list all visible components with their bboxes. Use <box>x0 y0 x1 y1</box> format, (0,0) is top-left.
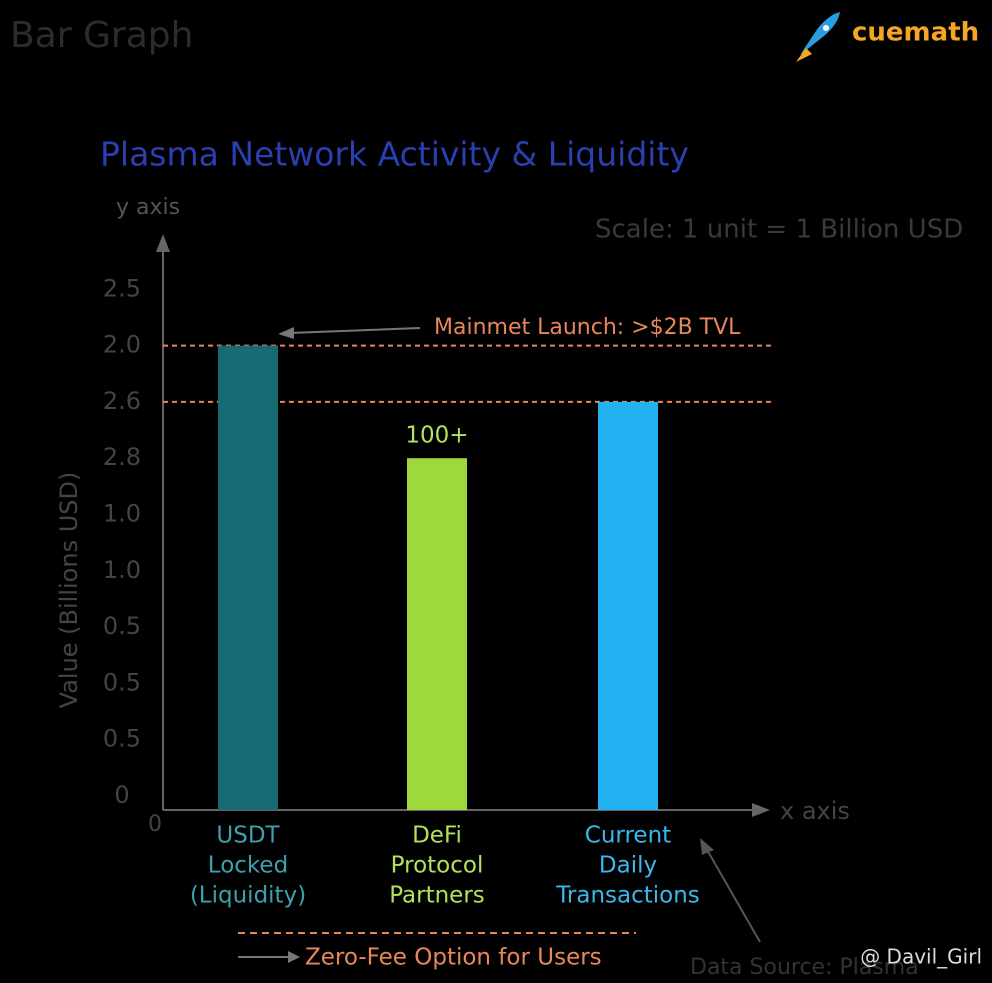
y-tick-label: 0 <box>114 781 129 809</box>
bar <box>407 458 467 810</box>
y-tick-label: 0.5 <box>103 725 141 753</box>
header: Bar Graph <box>10 15 193 56</box>
x-tick-label: (Liquidity) <box>190 883 306 909</box>
y-tick-label: 1.0 <box>103 556 141 584</box>
brand: cuemath <box>852 18 979 48</box>
footer-arrowhead <box>288 951 300 963</box>
x-tick-label: Transactions <box>555 883 700 909</box>
x-tick-label: Protocol <box>391 853 484 879</box>
y-axis-name: y axis <box>116 195 180 220</box>
y-arrow <box>156 234 170 252</box>
scale-note: Scale: 1 unit = 1 Billion USD <box>595 215 963 245</box>
source-arrow <box>705 847 761 943</box>
reference-arrow <box>289 327 421 334</box>
x-tick-label: Partners <box>389 883 485 909</box>
x-tick-label: Locked <box>208 853 288 879</box>
y-tick-label: 2.5 <box>103 274 141 302</box>
origin-label: 0 <box>148 812 162 837</box>
y-tick-label: 0.5 <box>103 668 141 696</box>
y-tick-label: 2.6 <box>103 387 141 415</box>
bar <box>598 401 658 810</box>
brand-logo <box>796 12 840 62</box>
source-arrowhead <box>700 838 714 855</box>
watermark: @ Davil_Girl <box>860 945 982 969</box>
x-arrow <box>752 803 770 817</box>
bar <box>218 345 278 810</box>
reference-arrowhead <box>278 327 294 339</box>
y-tick-label: 1.0 <box>103 500 141 528</box>
y-tick-label: 0.5 <box>103 612 141 640</box>
x-tick-label: Daily <box>599 853 657 879</box>
footer-note: Zero-Fee Option for Users <box>305 945 602 971</box>
x-axis-name: x axis <box>780 797 850 825</box>
chart-title: Plasma Network Activity & Liquidity <box>100 135 689 174</box>
y-axis-label: Value (Billions USD) <box>55 472 83 709</box>
x-tick-label: DeFi <box>412 823 462 849</box>
x-tick-label: Current <box>585 823 671 849</box>
y-tick-label: 2.8 <box>103 443 141 471</box>
bar-annotation: 100+ <box>405 423 468 449</box>
y-tick-label: 2.0 <box>103 331 141 359</box>
x-tick-label: USDT <box>216 823 280 849</box>
source-note: Data Source: Plasma <box>690 955 919 980</box>
reference-note: Mainmet Launch: >$2B TVL <box>434 315 741 340</box>
